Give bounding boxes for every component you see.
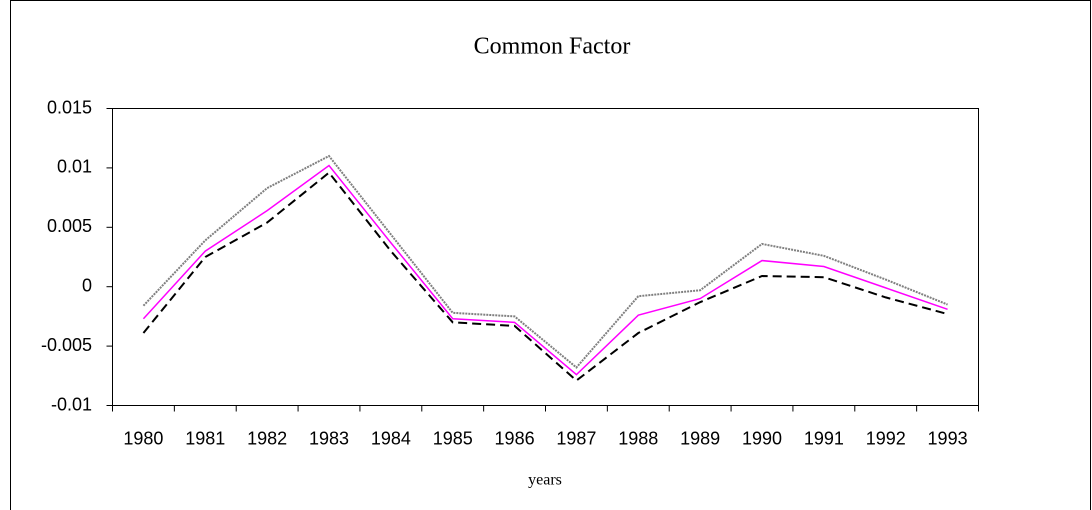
y-tick-label: 0.005 <box>47 216 92 236</box>
x-tick-label: 1982 <box>247 428 287 448</box>
x-tick-label: 1992 <box>866 428 906 448</box>
y-tick-label: 0 <box>82 275 92 295</box>
chart-title: Common Factor <box>474 34 631 60</box>
plot-area <box>112 108 979 406</box>
x-tick-label: 1993 <box>928 428 968 448</box>
x-tick-label: 1990 <box>742 428 782 448</box>
y-tick-label: -0.01 <box>51 394 92 414</box>
x-tick-label: 1983 <box>309 428 349 448</box>
x-tick-label: 1986 <box>495 428 535 448</box>
y-tick-label: 0.01 <box>57 157 92 177</box>
y-tick-label: 0.015 <box>47 97 92 117</box>
x-tick-label: 1984 <box>371 428 411 448</box>
x-tick-label: 1988 <box>618 428 658 448</box>
series-line <box>142 171 948 382</box>
x-tick-label: 1987 <box>556 428 596 448</box>
x-tick-label: 1989 <box>680 428 720 448</box>
x-axis-label: years <box>528 472 562 489</box>
x-tick-label: 1981 <box>185 428 225 448</box>
chart-frame <box>10 0 1091 510</box>
series-line <box>142 164 948 376</box>
x-tick-label: 1985 <box>433 428 473 448</box>
series-line <box>142 154 948 369</box>
y-tick-label: -0.005 <box>41 335 92 355</box>
x-tick-label: 1991 <box>804 428 844 448</box>
x-tick-label: 1980 <box>123 428 163 448</box>
